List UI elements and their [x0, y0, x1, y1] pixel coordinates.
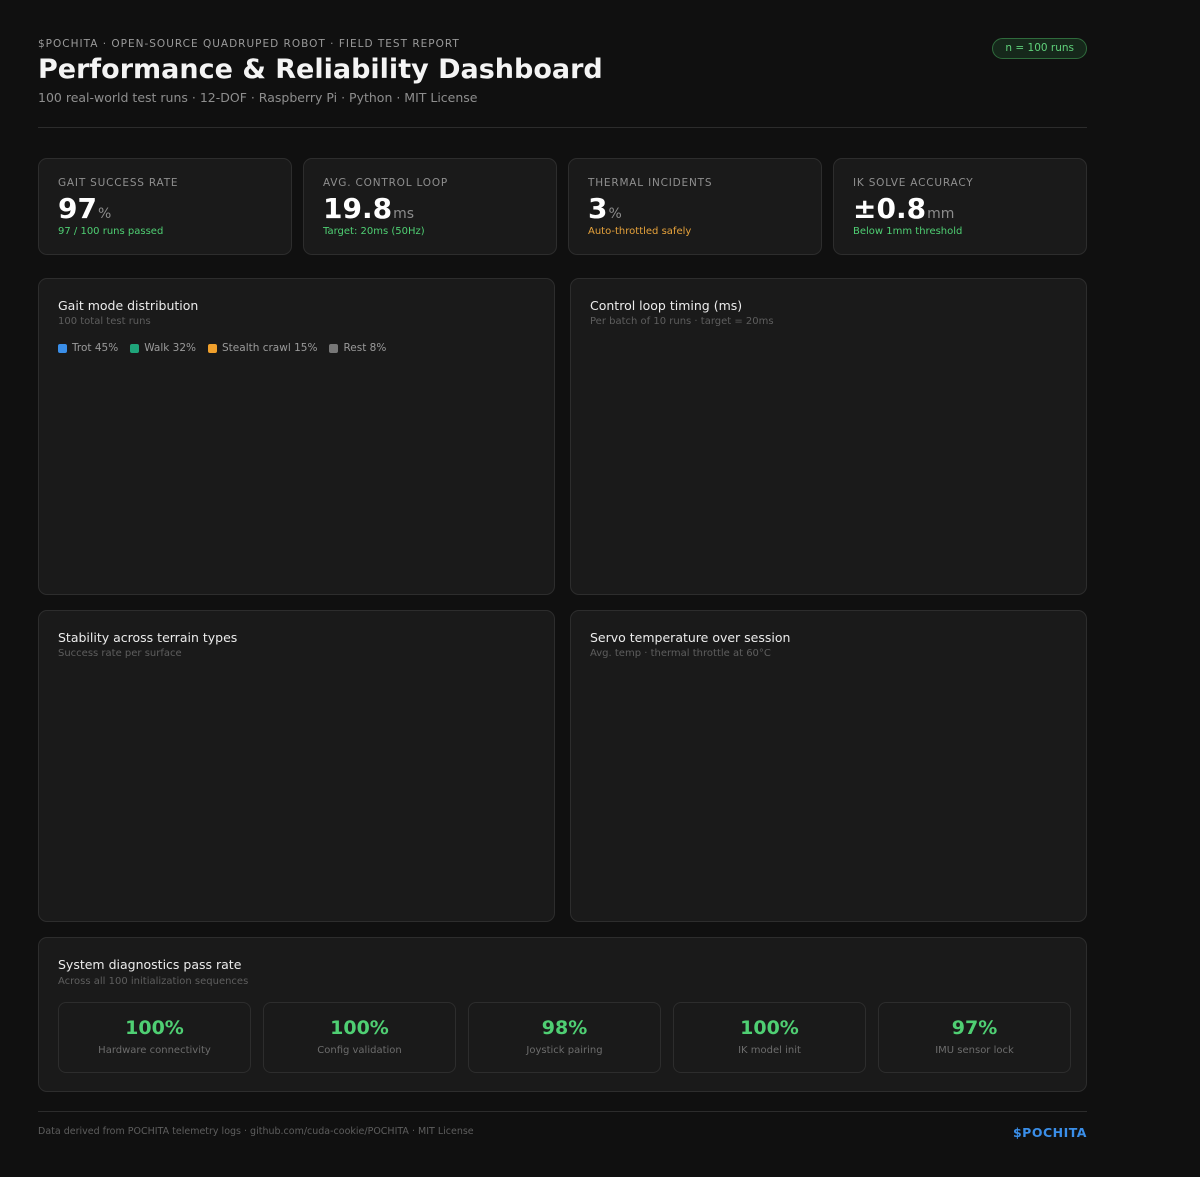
- diagnostic-card-config: 100% Config validation: [263, 1002, 456, 1073]
- legend-item-stealth-crawl: Stealth crawl 15%: [208, 342, 317, 354]
- legend-label: Trot 45%: [72, 342, 119, 354]
- diagnostic-label: IMU sensor lock: [935, 1045, 1014, 1056]
- diagnostic-label: Hardware connectivity: [98, 1045, 211, 1056]
- diagnostic-value: 97%: [951, 1017, 998, 1039]
- diagnostics-list: 100% Hardware connectivity 100% Config v…: [58, 1002, 1071, 1073]
- chart-title: Control loop timing (ms): [590, 298, 743, 313]
- kpi-card-gait-success: GAIT SUCCESS RATE 97% 97 / 100 runs pass…: [38, 158, 292, 255]
- kpi-label: IK SOLVE ACCURACY: [853, 177, 974, 189]
- diagnostic-value: 98%: [541, 1017, 588, 1039]
- legend-swatch: [58, 343, 67, 353]
- diagnostic-card-joystick: 98% Joystick pairing: [468, 1002, 661, 1073]
- kpi-label: THERMAL INCIDENTS: [588, 177, 713, 189]
- legend-label: Walk 32%: [144, 342, 197, 354]
- servo-temperature-panel: Servo temperature over session Avg. temp…: [570, 610, 1087, 922]
- report-eyebrow: $POCHITA · OPEN-SOURCE QUADRUPED ROBOT ·…: [38, 38, 460, 50]
- diagnostic-card-ik-model: 100% IK model init: [673, 1002, 866, 1073]
- diagnostic-label: Joystick pairing: [526, 1045, 603, 1056]
- kpi-unit: ms: [393, 206, 415, 222]
- page-title: Performance & Reliability Dashboard: [38, 54, 603, 85]
- kpi-label: GAIT SUCCESS RATE: [58, 177, 179, 189]
- page-footer: Data derived from POCHITA telemetry logs…: [38, 1111, 1087, 1151]
- page-header: $POCHITA · OPEN-SOURCE QUADRUPED ROBOT ·…: [38, 0, 1087, 128]
- diagnostic-value: 100%: [330, 1017, 389, 1039]
- diagnostics-title: System diagnostics pass rate: [58, 957, 242, 972]
- kpi-number: 97: [58, 192, 97, 225]
- diagnostic-label: IK model init: [738, 1045, 801, 1056]
- chart-subtitle: Success rate per surface: [58, 648, 182, 659]
- control-loop-panel: Control loop timing (ms) Per batch of 10…: [570, 278, 1087, 595]
- legend-swatch: [130, 343, 140, 353]
- gait-distribution-panel: Gait mode distribution 100 total test ru…: [38, 278, 555, 595]
- page-subtitle: 100 real-world test runs · 12-DOF · Rasp…: [38, 90, 478, 105]
- legend-label: Rest 8%: [343, 342, 387, 354]
- chart-subtitle: 100 total test runs: [58, 316, 151, 327]
- legend-item-trot: Trot 45%: [58, 342, 118, 354]
- diagnostic-card-hardware: 100% Hardware connectivity: [58, 1002, 251, 1073]
- dashboard: $POCHITA · OPEN-SOURCE QUADRUPED ROBOT ·…: [38, 0, 1087, 1140]
- chart-subtitle: Per batch of 10 runs · target = 20ms: [590, 316, 774, 327]
- legend-item-rest: Rest 8%: [329, 342, 386, 354]
- diagnostic-label: Config validation: [317, 1045, 402, 1056]
- kpi-value: 97%: [58, 192, 111, 225]
- legend-item-walk: Walk 32%: [130, 342, 196, 354]
- chart-title: Stability across terrain types: [58, 630, 238, 645]
- legend-swatch: [329, 343, 339, 353]
- diagnostics-panel: System diagnostics pass rate Across all …: [38, 937, 1087, 1092]
- footer-text: Data derived from POCHITA telemetry logs…: [38, 1126, 474, 1137]
- kpi-note: 97 / 100 runs passed: [58, 226, 164, 237]
- chart-title: Servo temperature over session: [590, 630, 791, 645]
- runs-count-badge: n = 100 runs: [992, 38, 1087, 59]
- legend-label: Stealth crawl 15%: [222, 342, 318, 354]
- kpi-label: AVG. CONTROL LOOP: [323, 177, 449, 189]
- kpi-value: 19.8ms: [323, 192, 414, 225]
- kpi-card-ik-accuracy: IK SOLVE ACCURACY ±0.8mm Below 1mm thres…: [833, 158, 1087, 255]
- diagnostic-value: 100%: [125, 1017, 184, 1039]
- kpi-value: 3%: [588, 192, 622, 225]
- kpi-number: ±0.8: [853, 192, 927, 225]
- terrain-stability-panel: Stability across terrain types Success r…: [38, 610, 555, 922]
- kpi-card-control-loop: AVG. CONTROL LOOP 19.8ms Target: 20ms (5…: [303, 158, 557, 255]
- chart-title: Gait mode distribution: [58, 298, 199, 313]
- kpi-note: Auto-throttled safely: [588, 226, 692, 237]
- chart-subtitle: Avg. temp · thermal throttle at 60°C: [590, 648, 771, 659]
- kpi-number: 19.8: [323, 192, 393, 225]
- diagnostic-card-imu: 97% IMU sensor lock: [878, 1002, 1071, 1073]
- kpi-card-thermal-incidents: THERMAL INCIDENTS 3% Auto-throttled safe…: [568, 158, 822, 255]
- diagnostic-value: 100%: [740, 1017, 799, 1039]
- kpi-number: 3: [588, 192, 608, 225]
- chart-legend: Trot 45% Walk 32% Stealth crawl 15% Rest…: [58, 342, 386, 354]
- legend-swatch: [208, 343, 218, 353]
- kpi-value: ±0.8mm: [853, 192, 954, 225]
- footer-brand: $POCHITA: [1012, 1125, 1087, 1140]
- kpi-note: Target: 20ms (50Hz): [323, 226, 425, 237]
- kpi-note: Below 1mm threshold: [853, 226, 963, 237]
- diagnostics-subtitle: Across all 100 initialization sequences: [58, 976, 249, 987]
- kpi-unit: %: [608, 206, 622, 222]
- kpi-unit: %: [97, 206, 112, 222]
- kpi-unit: mm: [927, 206, 955, 222]
